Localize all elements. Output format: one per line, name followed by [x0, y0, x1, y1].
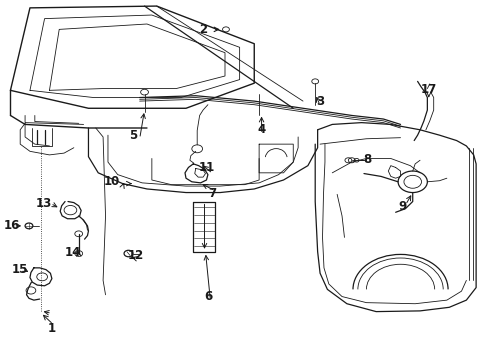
- Text: 5: 5: [129, 129, 137, 142]
- Text: 7: 7: [208, 187, 216, 200]
- Text: 12: 12: [128, 249, 144, 262]
- Text: 16: 16: [3, 219, 20, 233]
- Text: 4: 4: [257, 123, 265, 136]
- Text: 6: 6: [203, 290, 212, 303]
- Text: 9: 9: [398, 201, 407, 213]
- Text: 15: 15: [12, 263, 28, 276]
- Text: 11: 11: [198, 161, 214, 174]
- Text: 14: 14: [64, 246, 81, 259]
- Text: 8: 8: [363, 153, 371, 166]
- Text: 13: 13: [36, 197, 52, 210]
- Text: 17: 17: [420, 83, 436, 96]
- Text: 3: 3: [315, 95, 324, 108]
- Text: 10: 10: [103, 175, 120, 188]
- Text: 2: 2: [199, 23, 207, 36]
- Text: 1: 1: [48, 322, 56, 335]
